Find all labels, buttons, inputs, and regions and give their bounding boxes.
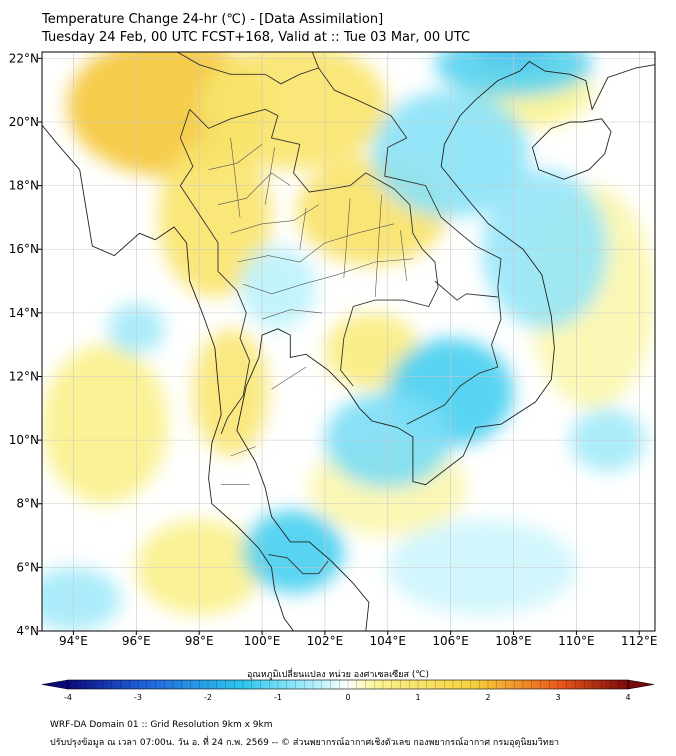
colorbar: -4 -3 -2 -1 0 1 2 3 4 bbox=[41, 679, 655, 702]
field-blob bbox=[243, 510, 344, 593]
colorbar-tick-label: -2 bbox=[204, 693, 212, 702]
field-blob bbox=[42, 344, 168, 504]
lat-tick-label: 16°N bbox=[9, 242, 39, 256]
province-border bbox=[262, 309, 322, 320]
colorbar-tick-label: -3 bbox=[134, 693, 142, 702]
province-border bbox=[374, 195, 382, 298]
province-border bbox=[400, 230, 407, 282]
province-border bbox=[264, 147, 275, 205]
province-border bbox=[271, 366, 307, 390]
province-border bbox=[217, 172, 291, 205]
field-blob bbox=[240, 246, 316, 329]
province-border bbox=[236, 223, 395, 263]
lon-tick-label: 94°E bbox=[59, 634, 88, 648]
lon-tick-label: 102°E bbox=[307, 634, 344, 648]
country-border bbox=[179, 109, 250, 434]
map-frame bbox=[41, 51, 656, 632]
colorbar-tick-label: -4 bbox=[64, 693, 72, 702]
lon-tick-label: 104°E bbox=[370, 634, 407, 648]
coastline bbox=[236, 60, 655, 631]
lat-tick-label: 10°N bbox=[9, 433, 39, 447]
colorbar-min-arrow bbox=[41, 679, 69, 690]
footer-model-info: WRF-DA Domain 01 :: Grid Resolution 9km … bbox=[50, 720, 273, 730]
province-border bbox=[299, 207, 307, 250]
field-blob bbox=[192, 328, 269, 457]
colorbar-label: อุณหภูมิเปลี่ยนแปลง หน่วย องศาเซลเซียส (… bbox=[246, 670, 430, 680]
lon-tick-label: 100°E bbox=[244, 634, 281, 648]
lat-tick-label: 14°N bbox=[9, 306, 39, 320]
latitude-axis: 4°N 6°N 8°N 10°N 12°N 14°N 16°N 18°N 20°N 22°N bbox=[9, 51, 42, 638]
lat-tick-label: 12°N bbox=[9, 369, 39, 383]
field-blob bbox=[158, 137, 272, 297]
province-border bbox=[230, 137, 241, 218]
lon-tick-label: 112°E bbox=[621, 634, 658, 648]
lat-tick-label: 4°N bbox=[16, 624, 39, 638]
coastline bbox=[42, 124, 294, 631]
lon-tick-label: 110°E bbox=[558, 634, 595, 648]
colorbar-tick-label: 2 bbox=[485, 693, 490, 702]
colorbar-gradient bbox=[67, 679, 629, 690]
temperature-field bbox=[42, 52, 655, 631]
country-border bbox=[189, 108, 439, 387]
colorbar-tick-label: 4 bbox=[625, 693, 630, 702]
colorbar-max-arrow bbox=[627, 679, 655, 690]
field-blob bbox=[42, 567, 121, 631]
province-border bbox=[243, 258, 413, 295]
lat-tick-label: 8°N bbox=[16, 497, 39, 511]
province-border bbox=[343, 198, 351, 278]
field-blob bbox=[199, 52, 388, 170]
lat-tick-label: 18°N bbox=[9, 179, 39, 193]
map-title: Temperature Change 24-hr (℃) - [Data Ass… bbox=[42, 12, 384, 27]
country-border bbox=[434, 280, 498, 301]
lon-tick-label: 106°E bbox=[432, 634, 469, 648]
lat-tick-label: 20°N bbox=[9, 115, 39, 129]
province-border bbox=[230, 446, 256, 457]
country-border bbox=[318, 67, 502, 425]
province-border bbox=[230, 204, 319, 234]
colorbar-tick-label: 1 bbox=[415, 693, 420, 702]
island-coastline bbox=[531, 118, 612, 180]
lat-tick-label: 22°N bbox=[9, 51, 39, 65]
lon-tick-label: 98°E bbox=[185, 634, 214, 648]
province-border bbox=[208, 144, 263, 170]
geography-lines bbox=[42, 52, 655, 631]
lon-tick-label: 96°E bbox=[122, 634, 151, 648]
footer-credits: ปรับปรุงข้อมูล ณ เวลา 07:00น. วัน อ. ที่… bbox=[50, 738, 560, 748]
lat-tick-label: 6°N bbox=[16, 560, 39, 574]
map-subtitle: Tuesday 24 Feb, 00 UTC FCST+168, Valid a… bbox=[42, 30, 471, 45]
country-border bbox=[176, 52, 320, 85]
colorbar-tick-label: 3 bbox=[555, 693, 560, 702]
colorbar-tick-label: 0 bbox=[345, 693, 350, 702]
country-border bbox=[268, 554, 329, 575]
longitude-axis: 94°E 96°E 98°E 100°E 102°E 104°E 106°E 108°E 110… bbox=[59, 631, 658, 648]
colorbar-tick-label: -1 bbox=[274, 693, 282, 702]
lon-tick-label: 108°E bbox=[495, 634, 532, 648]
